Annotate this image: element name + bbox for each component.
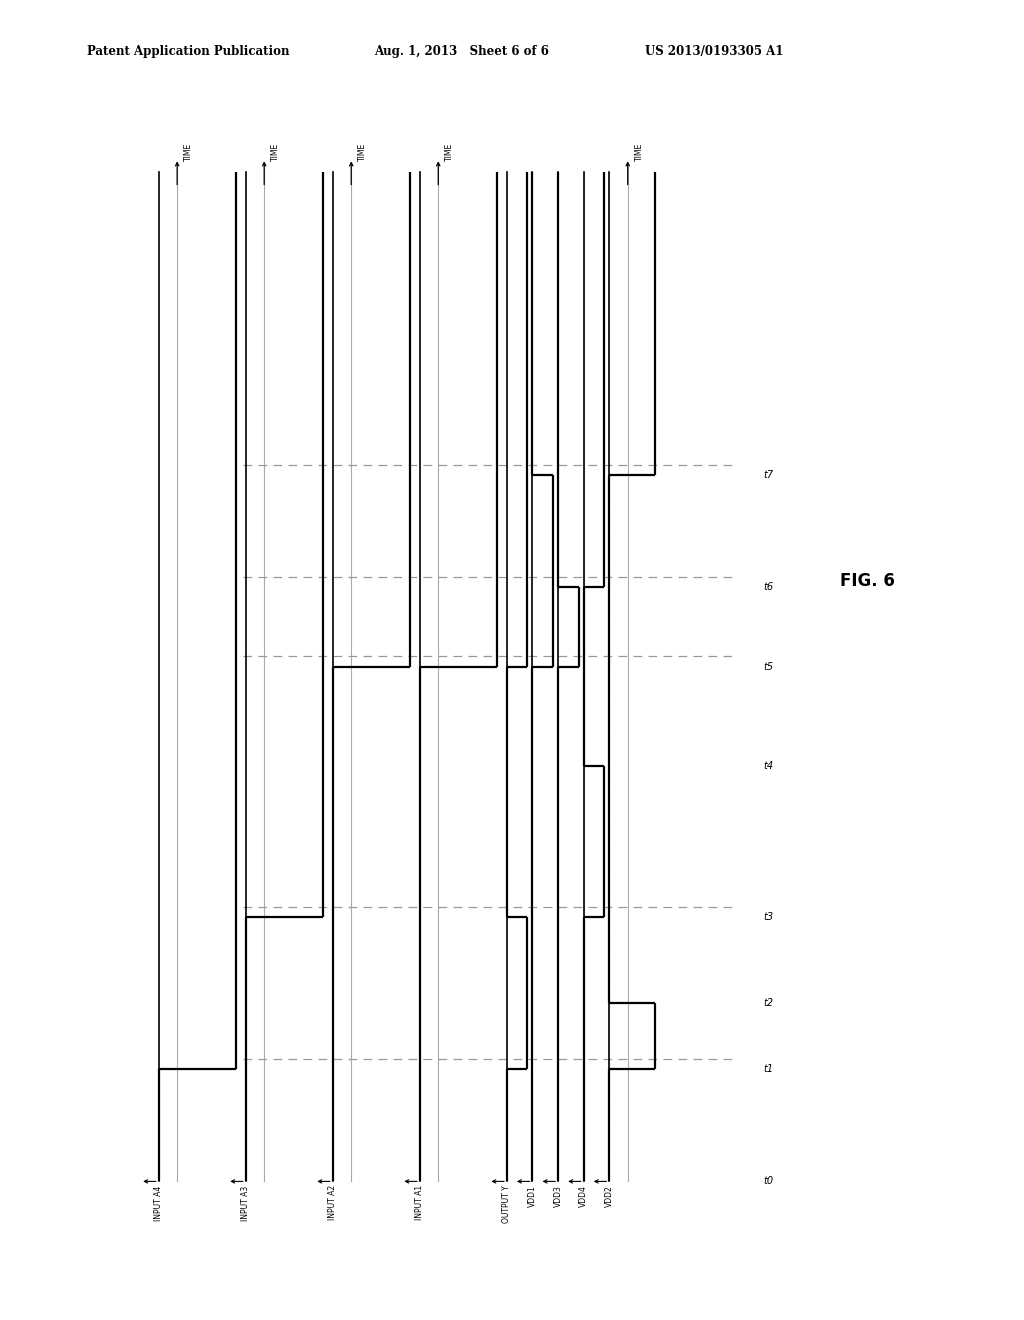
Text: US 2013/0193305 A1: US 2013/0193305 A1: [645, 45, 783, 58]
Text: VDD1: VDD1: [528, 1185, 537, 1206]
Text: TIME: TIME: [184, 143, 194, 161]
Text: INPUT A1: INPUT A1: [416, 1185, 424, 1221]
Text: VDD2: VDD2: [605, 1185, 613, 1206]
Text: t5: t5: [763, 661, 773, 672]
Text: t7: t7: [763, 470, 773, 480]
Text: t1: t1: [763, 1064, 773, 1074]
Text: TIME: TIME: [445, 143, 455, 161]
Text: TIME: TIME: [358, 143, 368, 161]
Text: INPUT A2: INPUT A2: [329, 1185, 337, 1221]
Text: t6: t6: [763, 582, 773, 593]
Text: t4: t4: [763, 760, 773, 771]
Text: INPUT A4: INPUT A4: [155, 1185, 163, 1221]
Text: FIG. 6: FIG. 6: [840, 572, 895, 590]
Text: Aug. 1, 2013   Sheet 6 of 6: Aug. 1, 2013 Sheet 6 of 6: [374, 45, 549, 58]
Text: TIME: TIME: [271, 143, 281, 161]
Text: VDD4: VDD4: [580, 1185, 588, 1208]
Text: VDD3: VDD3: [554, 1185, 562, 1208]
Text: t0: t0: [763, 1176, 773, 1187]
Text: OUTPUT Y: OUTPUT Y: [503, 1185, 511, 1224]
Text: t2: t2: [763, 998, 773, 1008]
Text: t3: t3: [763, 912, 773, 923]
Text: Patent Application Publication: Patent Application Publication: [87, 45, 290, 58]
Text: INPUT A3: INPUT A3: [242, 1185, 250, 1221]
Text: TIME: TIME: [635, 143, 644, 161]
